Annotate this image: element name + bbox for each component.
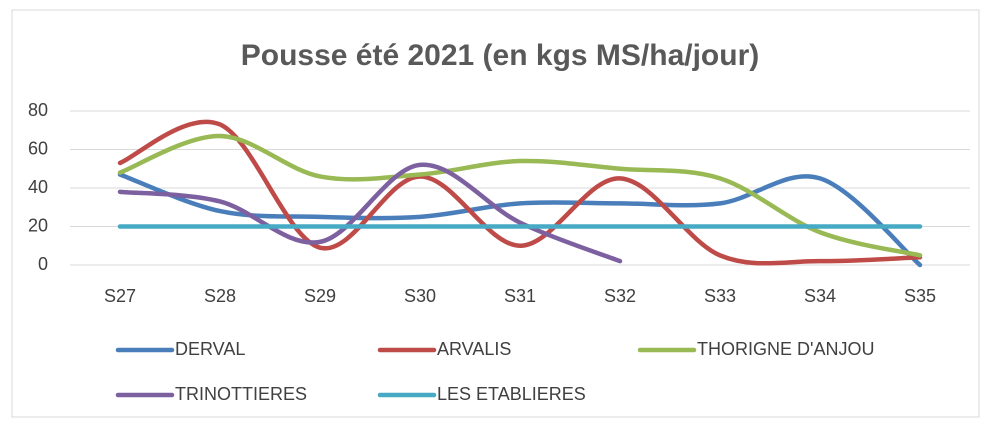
legend-label: LES ETABLIERES	[437, 384, 586, 404]
chart-title: Pousse été 2021 (en kgs MS/ha/jour)	[241, 39, 760, 72]
x-tick-label: S32	[604, 286, 636, 306]
x-tick-label: S29	[304, 286, 336, 306]
series-line	[117, 119, 923, 266]
y-tick-label: 20	[28, 215, 48, 235]
x-tick-label: S35	[904, 286, 936, 306]
y-tick-label: 80	[28, 100, 48, 120]
x-tick-label: S28	[204, 286, 236, 306]
x-tick-label: S30	[404, 286, 436, 306]
x-tick-label: S31	[504, 286, 536, 306]
x-tick-label: S34	[804, 286, 836, 306]
y-tick-label: 60	[28, 138, 48, 158]
legend-label: THORIGNE D'ANJOU	[697, 339, 874, 359]
legend-label: DERVAL	[175, 339, 245, 359]
series-line	[117, 133, 923, 258]
legend-label: TRINOTTIERES	[175, 384, 307, 404]
x-tick-label: S33	[704, 286, 736, 306]
legend-label: ARVALIS	[437, 339, 511, 359]
x-tick-label: S27	[104, 286, 136, 306]
y-tick-label: 40	[28, 177, 48, 197]
y-tick-label: 0	[38, 254, 48, 274]
